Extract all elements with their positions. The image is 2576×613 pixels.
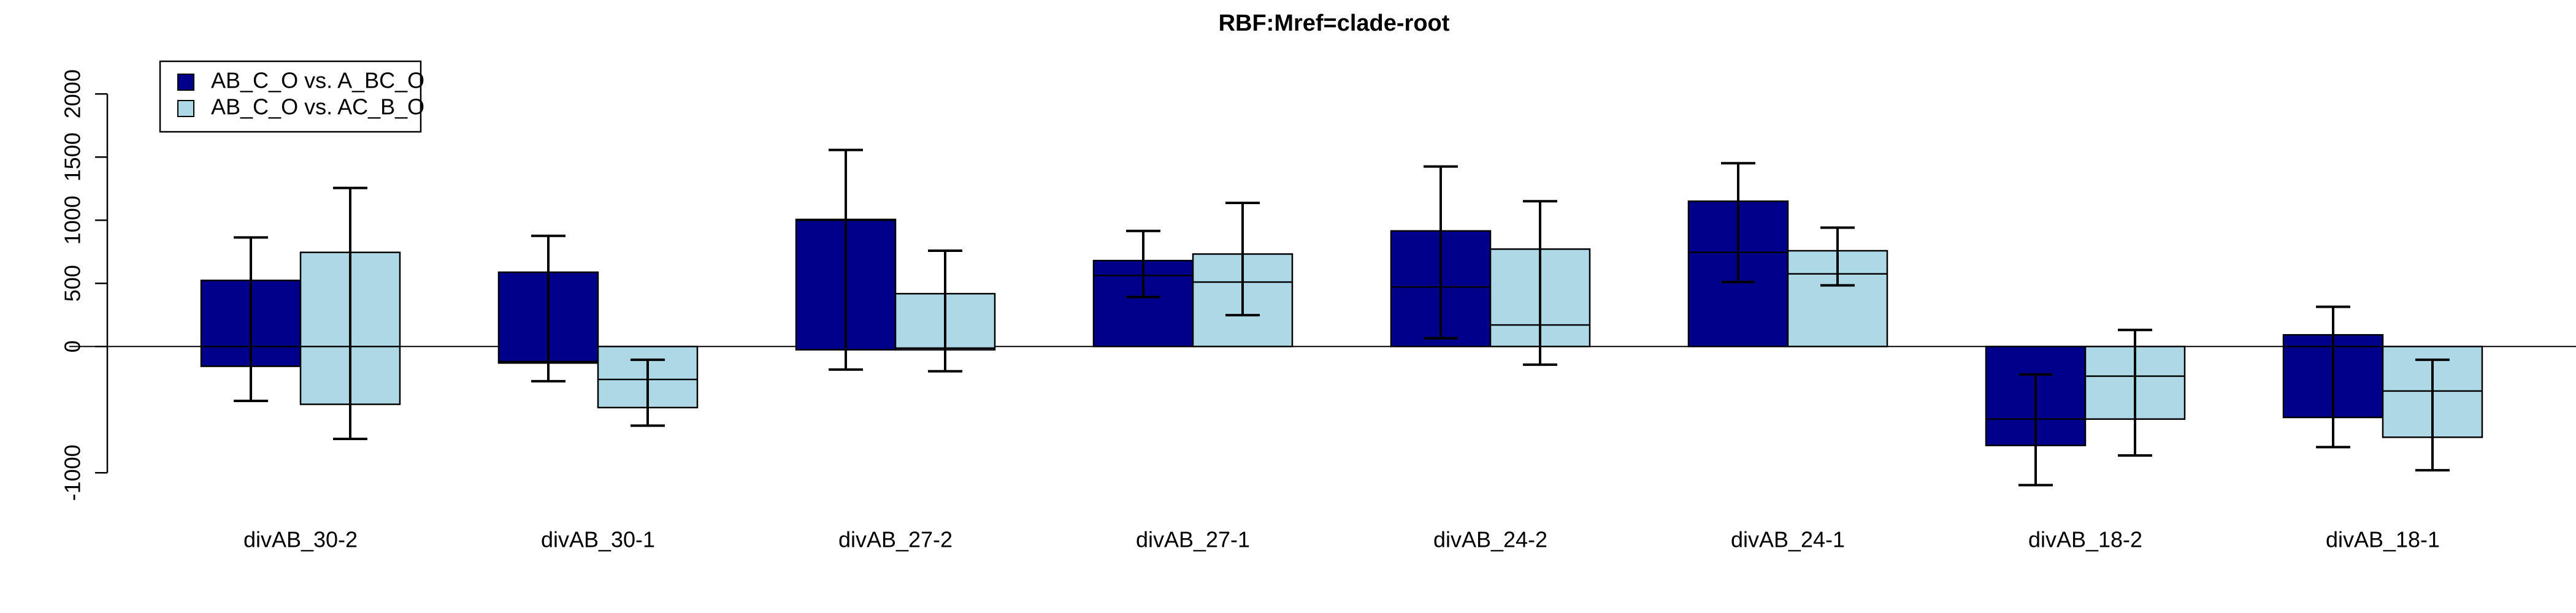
x-tick-label: divAB_18-1 (2326, 527, 2440, 552)
legend-swatch (177, 74, 194, 91)
y-tick-label: -1000 (60, 444, 85, 501)
x-tick-label: divAB_27-1 (1136, 527, 1250, 552)
x-tick-label: divAB_24-2 (1433, 527, 1547, 552)
y-tick-label: 1000 (60, 196, 85, 245)
y-tick-label: 1500 (60, 132, 85, 181)
x-tick-label: divAB_30-1 (541, 527, 655, 552)
x-tick-label: divAB_27-2 (838, 527, 953, 552)
y-tick-label: 2000 (60, 69, 85, 118)
legend-box (159, 60, 422, 133)
x-tick-label: divAB_30-2 (243, 527, 358, 552)
x-tick-label: divAB_18-2 (2028, 527, 2142, 552)
legend-swatch (177, 100, 194, 117)
legend-label: AB_C_O vs. AC_B_O (211, 94, 424, 120)
y-tick-label: 500 (60, 265, 85, 302)
chart-title: RBF:Mref=clade-root (1219, 10, 1450, 36)
x-tick-label: divAB_24-1 (1731, 527, 1845, 552)
legend-label: AB_C_O vs. A_BC_O (211, 68, 424, 93)
